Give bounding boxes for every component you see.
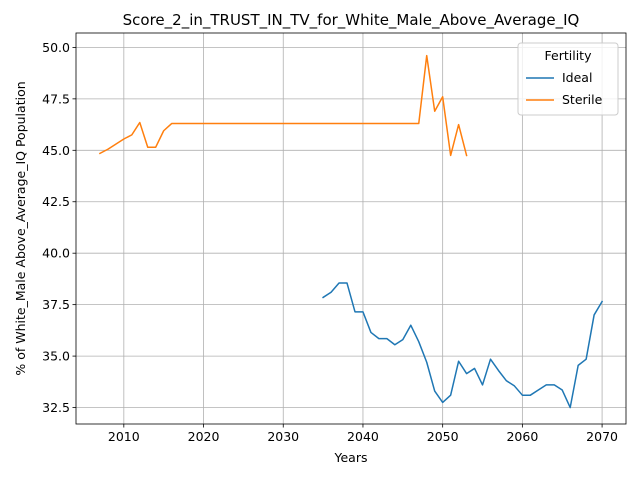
y-tick-label: 45.0 bbox=[42, 143, 70, 158]
legend-title: Fertility bbox=[545, 48, 593, 63]
plot-frame bbox=[75, 32, 627, 425]
y-tick-label: 40.0 bbox=[42, 246, 70, 261]
y-tick-label: 47.5 bbox=[42, 91, 70, 106]
y-tick-label: 50.0 bbox=[42, 40, 70, 55]
legend: Fertility Ideal Sterile bbox=[517, 42, 619, 116]
y-tick-label: 35.0 bbox=[42, 349, 70, 364]
axis-ticks: 2010 2020 2030 2040 2050 2060 2070 32.5 35.0 37.5… bbox=[42, 40, 618, 444]
series-line-ideal bbox=[322, 282, 604, 409]
y-tick-label: 37.5 bbox=[42, 297, 70, 312]
series-line-sterile bbox=[98, 54, 468, 157]
x-tick-label: 2030 bbox=[267, 429, 299, 444]
x-tick-label: 2050 bbox=[427, 429, 459, 444]
x-tick-label: 2070 bbox=[586, 429, 618, 444]
chart-title: Score_2_in_TRUST_IN_TV_for_White_Male_Ab… bbox=[123, 11, 580, 30]
legend-label-sterile: Sterile bbox=[562, 92, 603, 107]
series-lines bbox=[98, 54, 604, 409]
y-tick-label: 32.5 bbox=[42, 400, 70, 415]
x-tick-label: 2060 bbox=[506, 429, 538, 444]
x-axis-title: Years bbox=[334, 450, 368, 465]
x-tick-label: 2010 bbox=[108, 429, 140, 444]
legend-box bbox=[517, 42, 619, 116]
legend-label-ideal: Ideal bbox=[562, 70, 592, 85]
y-axis-title: % of White_Male Above_Average_IQ Populat… bbox=[13, 81, 28, 375]
x-tick-label: 2040 bbox=[347, 429, 379, 444]
y-tick-label: 42.5 bbox=[42, 194, 70, 209]
x-tick-label: 2020 bbox=[188, 429, 220, 444]
